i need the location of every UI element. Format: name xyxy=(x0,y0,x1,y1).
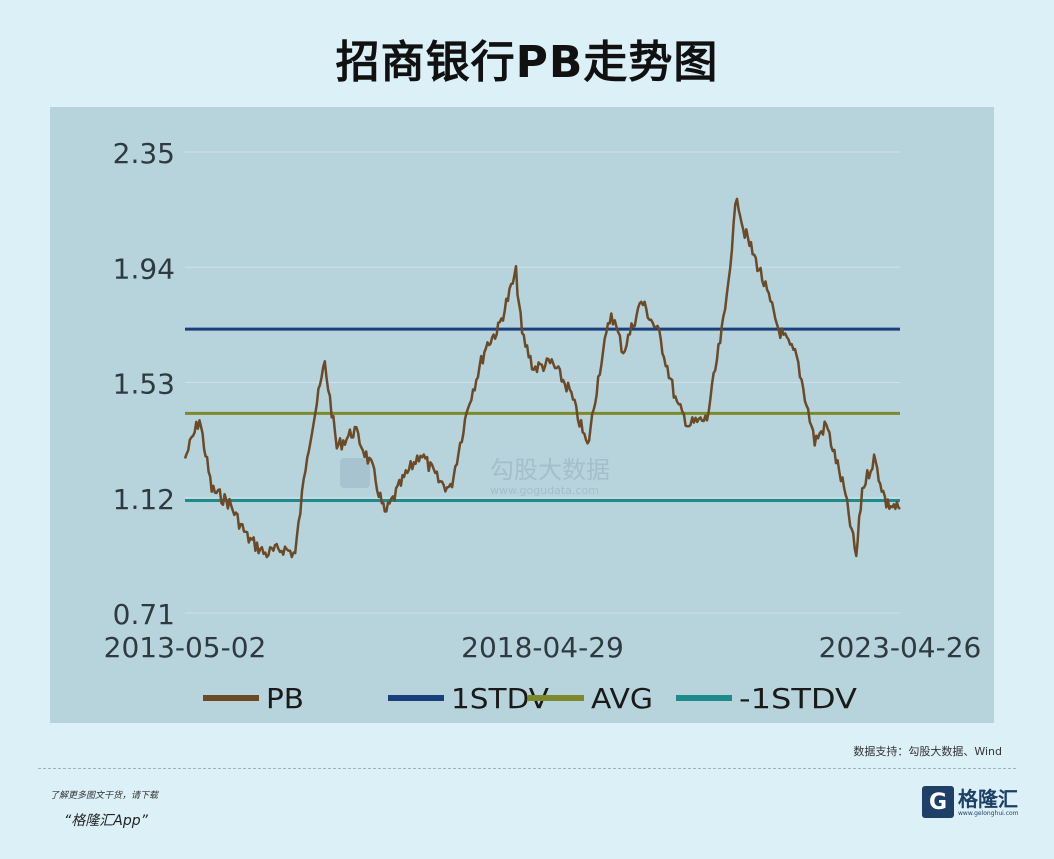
plot-background xyxy=(50,107,994,723)
gelonghui-logo: G 格隆汇 www.gelonghui.com xyxy=(922,786,1019,818)
watermark-logo-icon xyxy=(340,458,370,488)
pb-line xyxy=(183,197,901,559)
divider xyxy=(38,768,1016,769)
grid-lines xyxy=(185,151,900,614)
promo-line-1: 了解更多图文干货，请下载 xyxy=(50,791,159,801)
watermark-url: www.gogudata.com xyxy=(490,484,599,497)
pb-series xyxy=(183,194,901,559)
legend-label: AVG xyxy=(591,682,653,715)
logo-g-icon: G xyxy=(922,786,954,818)
x-tick-label: 2018-04-29 xyxy=(461,631,624,664)
logo-url: www.gelonghui.com xyxy=(958,809,1019,817)
y-tick-label: 2.35 xyxy=(113,137,175,170)
source-note: 数据支持：勾股大数据、Wind xyxy=(853,745,1002,758)
y-tick-label: 1.53 xyxy=(113,368,175,401)
y-axis-labels: 2.35 1.94 1.53 1.12 0.71 xyxy=(113,137,175,631)
y-tick-label: 0.71 xyxy=(113,598,175,631)
legend-label: -1STDV xyxy=(739,682,857,715)
x-tick-label: 2023-04-26 xyxy=(819,631,982,664)
promo-line-2: “格隆汇App” xyxy=(64,813,148,829)
watermark: 勾股大数据 www.gogudata.com xyxy=(340,456,610,497)
watermark-brand: 勾股大数据 xyxy=(490,456,610,484)
chart-title: 招商银行PB走势图 xyxy=(335,37,719,88)
legend-label: PB xyxy=(266,682,304,715)
x-axis-labels: 2013-05-02 2018-04-29 2023-04-26 xyxy=(104,631,982,664)
x-tick-label: 2013-05-02 xyxy=(104,631,267,664)
y-tick-label: 1.94 xyxy=(113,252,175,285)
legend: PB 1STDV AVG -1STDV xyxy=(203,682,857,715)
logo-name: 格隆汇 xyxy=(958,786,1018,811)
y-tick-label: 1.12 xyxy=(113,483,175,516)
